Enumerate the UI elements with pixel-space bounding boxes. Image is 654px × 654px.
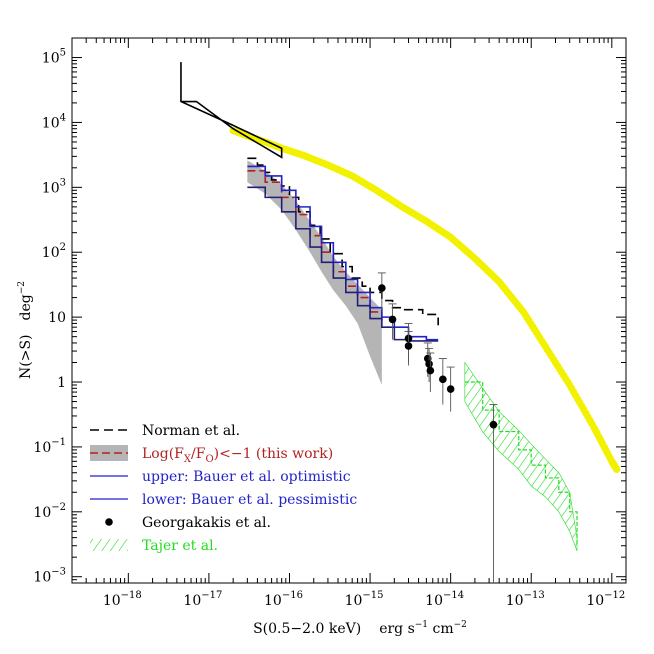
data-point xyxy=(489,420,498,429)
axis-tick-labels: 10−18 10−17 10−16 10−15 10−14 10−13 10−12 10−3 1… xyxy=(33,48,625,609)
legend-label: Tajer et al. xyxy=(142,538,218,554)
x-tick-label: 10−15 xyxy=(345,590,384,609)
data-point xyxy=(404,342,413,350)
legend-label: Log(FX/FO)<−1 (this work) xyxy=(142,446,333,465)
tajer-et-al-band xyxy=(464,361,578,551)
y-axis-label: N(>S)deg−2 xyxy=(17,281,34,379)
legend-label: Georgakakis et al. xyxy=(142,515,271,531)
y-tick-label: 10−1 xyxy=(33,437,66,456)
data-point xyxy=(378,284,386,292)
y-tick-label: 10 xyxy=(48,310,66,326)
data-point xyxy=(388,315,397,324)
legend-label: Norman et al. xyxy=(142,423,240,439)
y-tick-label: 105 xyxy=(42,48,66,67)
legend-label: upper: Bauer et al. optimistic xyxy=(142,469,351,485)
x-tick-label: 10−18 xyxy=(103,590,142,609)
legend-label: lower: Bauer et al. pessimistic xyxy=(142,492,357,508)
x-tick-label: 10−12 xyxy=(586,590,625,609)
lower-bauer-et-al-pessimistic-line xyxy=(247,186,439,342)
series-layer xyxy=(180,62,621,583)
y-tick-label: 1 xyxy=(57,375,66,391)
legend-swatch xyxy=(105,518,113,526)
y-tick-label: 102 xyxy=(42,242,66,261)
legend-item-lower-bauer-et-al-pessimistic: lower: Bauer et al. pessimistic xyxy=(90,492,357,508)
y-tick-label: 10−3 xyxy=(33,567,66,586)
legend-item-tajer-et-al: Tajer et al. xyxy=(90,538,218,554)
legend-item-georgakakis-et-al: Georgakakis et al. xyxy=(105,515,271,531)
x-axis-label: S(0.5−2.0 keV) erg s−1 cm−2 xyxy=(253,620,467,637)
y-tick-label: 104 xyxy=(42,112,66,131)
norman-et-al-upper-box-line xyxy=(180,62,283,159)
x-tick-label: 10−17 xyxy=(183,590,222,609)
x-tick-label: 10−16 xyxy=(264,590,303,609)
x-tick-label: 10−13 xyxy=(506,590,545,609)
plot-frame xyxy=(71,37,627,584)
data-point xyxy=(446,385,455,393)
norman-et-al-line xyxy=(247,157,439,326)
data-point xyxy=(426,366,435,375)
upper-bauer-et-al-optimistic-line xyxy=(247,165,439,341)
x-tick-label: 10−14 xyxy=(425,590,464,609)
y-tick-label: 103 xyxy=(42,177,66,196)
axis-ticks xyxy=(71,37,626,584)
legend-item-upper-bauer-et-al-optimistic: upper: Bauer et al. optimistic xyxy=(90,469,351,485)
legend-item-norman-et-al: Norman et al. xyxy=(90,423,240,439)
legend-item-log-f: Log(FX/FO)<−1 (this work) xyxy=(90,445,333,465)
yellow-curve xyxy=(229,126,621,474)
legend: Norman et al. Log(FX/FO)<−1 (this work) up… xyxy=(90,423,357,554)
georgakakis-points xyxy=(377,272,498,583)
data-point xyxy=(425,360,433,368)
legend-swatch xyxy=(90,539,128,551)
yellow-curve-point xyxy=(613,465,621,474)
svg-text:N(>S)deg−2: N(>S)deg−2 xyxy=(17,281,34,379)
log-f-x-f-o-1-this-work-band xyxy=(247,160,382,385)
data-point xyxy=(439,375,447,384)
y-tick-label: 10−2 xyxy=(33,502,66,521)
